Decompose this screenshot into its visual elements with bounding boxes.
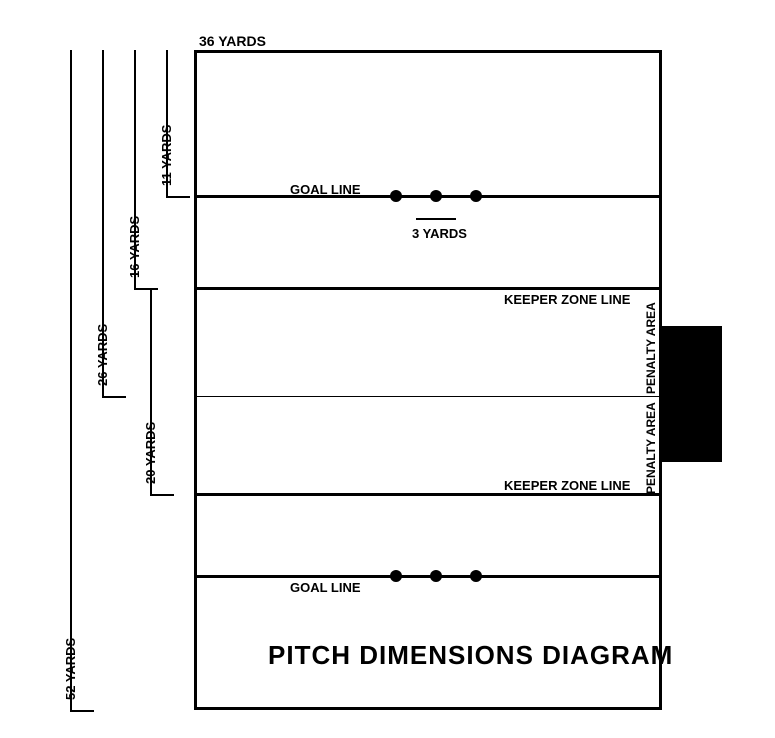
measure-20-tick-bot xyxy=(150,494,174,496)
goal-dot xyxy=(430,570,442,582)
goal-dot xyxy=(390,190,402,202)
measure-52-bar xyxy=(70,50,72,710)
goal-line-bot-label: GOAL LINE xyxy=(290,580,361,595)
measure-16-label: 16 YARDS xyxy=(127,216,142,278)
measure-52-tick xyxy=(70,710,94,712)
keeper-zone-top xyxy=(194,287,662,290)
pitch-diagram: { "type": "diagram", "title": "PITCH DIM… xyxy=(0,0,775,738)
goal-dot xyxy=(470,190,482,202)
pitch-border-left xyxy=(194,50,197,710)
keeper-zone-top-label: KEEPER ZONE LINE xyxy=(504,292,630,307)
measure-52-label: 52 YARDS xyxy=(63,638,78,700)
penalty-box xyxy=(662,326,722,462)
goal-line-top xyxy=(194,195,662,198)
penalty-area-bot-label: PENALTY AREA xyxy=(644,402,658,494)
three-yard-label: 3 YARDS xyxy=(412,226,467,241)
measure-26-tick xyxy=(102,396,126,398)
keeper-zone-bot xyxy=(194,493,662,496)
goal-dot xyxy=(470,570,482,582)
measure-16-tick xyxy=(134,288,158,290)
goal-line-bot xyxy=(194,575,662,578)
penalty-area-top-label: PENALTY AREA xyxy=(644,302,658,394)
midline xyxy=(194,396,662,397)
goal-dot xyxy=(390,570,402,582)
pitch-border-top xyxy=(194,50,662,53)
pitch-border-bottom xyxy=(194,707,662,710)
goal-dot xyxy=(430,190,442,202)
measure-20-label: 20 YARDS xyxy=(143,422,158,484)
diagram-title: PITCH DIMENSIONS DIAGRAM xyxy=(268,640,673,671)
three-yard-tick xyxy=(416,218,456,220)
measure-26-label: 26 YARDS xyxy=(95,324,110,386)
goal-line-top-label: GOAL LINE xyxy=(290,182,361,197)
measure-11-label: 11 YARDS xyxy=(159,125,174,186)
keeper-zone-bot-label: KEEPER ZONE LINE xyxy=(504,478,630,493)
measure-11-tick xyxy=(166,196,190,198)
width-label: 36 YARDS xyxy=(199,33,266,49)
